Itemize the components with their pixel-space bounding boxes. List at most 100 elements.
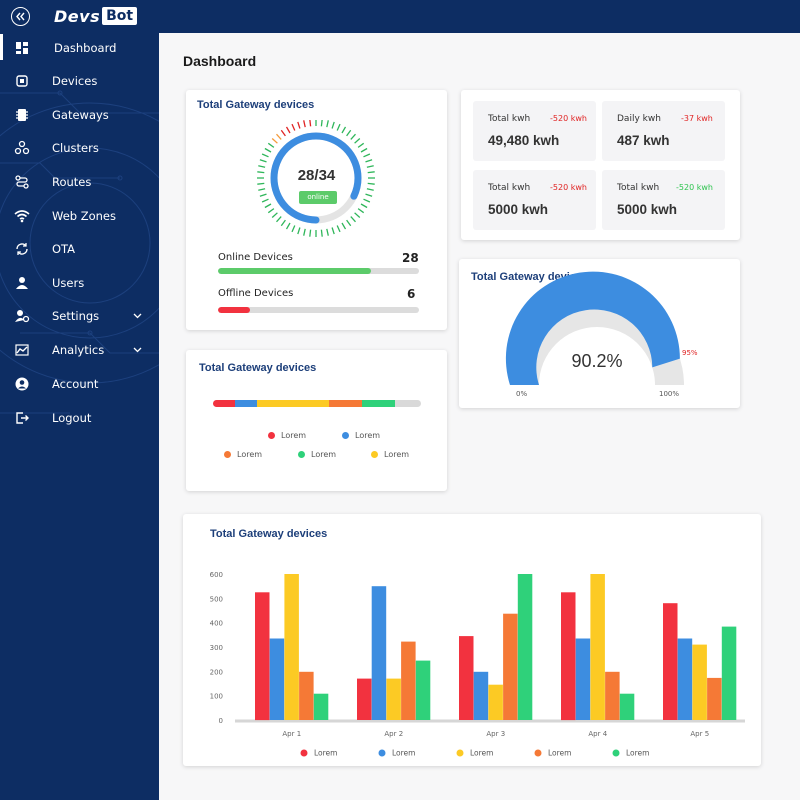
ring-tick	[366, 188, 374, 191]
segment	[329, 400, 362, 407]
sidebar-item-ota[interactable]: OTA	[0, 234, 159, 264]
legend-label: Lorem	[237, 450, 263, 459]
legend-dot	[300, 749, 308, 757]
sidebar-item-label: Clusters	[52, 141, 99, 155]
bar-5-apr-5	[721, 626, 737, 720]
ring-tick	[341, 126, 347, 134]
app-logo[interactable]: Devs Bot	[54, 6, 138, 26]
ring-tick	[366, 165, 374, 168]
bar-chart-title: Total Gateway devices	[210, 528, 328, 540]
legend-label: Lorem	[548, 749, 571, 758]
chevron-down-icon[interactable]	[133, 345, 142, 354]
legend-dot	[224, 451, 231, 458]
ring-tick	[336, 123, 341, 131]
top-bar: Devs Bot	[0, 0, 800, 33]
sidebar-item-label: OTA	[52, 242, 76, 256]
bar-1-apr-4	[561, 592, 576, 721]
stat-delta: -520 kwh	[676, 183, 713, 192]
sidebar-item-users[interactable]: Users	[0, 268, 159, 298]
ring-tick	[257, 182, 265, 185]
segment	[213, 400, 235, 407]
ring-tick	[291, 123, 296, 131]
gateway-devices-card: Total Gateway devices 28/34 online Onlin…	[186, 90, 447, 330]
legend-dot	[612, 749, 620, 757]
x-tick-label: Apr 3	[486, 730, 505, 738]
ring-tick	[267, 208, 275, 214]
segment	[256, 400, 330, 407]
ring-tick	[341, 222, 347, 230]
ring-tick	[357, 142, 365, 148]
offline-devices-value: 6	[407, 287, 416, 301]
ring-tick	[354, 212, 361, 218]
ring-tick	[357, 208, 365, 214]
legend-dot	[378, 749, 386, 757]
bar-1-apr-2	[357, 678, 372, 720]
segment-legend-item: Lorem	[342, 431, 380, 440]
x-tick-label: Apr 1	[282, 730, 301, 738]
stat-value: 5000 kwh	[617, 202, 678, 217]
y-tick-label: 200	[210, 668, 223, 676]
sidebar-item-account[interactable]: Account	[0, 369, 159, 399]
collapse-sidebar-icon[interactable]	[11, 7, 30, 26]
segment-bar-card: Total Gateway devices Lorem Lorem Lorem Lor…	[186, 350, 447, 491]
legend-label: Lorem	[311, 450, 337, 459]
bar-chart-card: Total Gateway devices 0 100 200 300 400 500 60…	[183, 514, 761, 766]
legend-dot	[534, 749, 542, 757]
ring-tick	[326, 228, 329, 236]
bar-chart: 0 100 200 300 400 500 600 Apr 1 Apr 2 Apr 3 Apr 4 A…	[210, 571, 745, 758]
gauge-value: 90.2%	[571, 351, 623, 371]
ring-tick	[350, 133, 356, 140]
segment-legend-item: Lorem	[298, 450, 336, 459]
gauge-max-label: 100%	[659, 390, 680, 398]
segment-legend-item: Lorem	[268, 431, 306, 440]
chevron-down-icon[interactable]	[133, 311, 142, 320]
sidebar-item-routes[interactable]: Routes	[0, 167, 159, 197]
bar-4-apr-5	[707, 677, 722, 720]
stat-delta: -520 kwh	[550, 114, 587, 123]
sidebar-item-logout[interactable]: Logout	[0, 403, 159, 433]
ring-tick	[331, 227, 335, 235]
sidebar-item-label: Devices	[52, 74, 98, 88]
sidebar-item-label: Users	[52, 276, 85, 290]
legend-label: Lorem	[392, 749, 415, 758]
online-devices-label: Online Devices	[218, 252, 293, 263]
ring-tick	[258, 165, 266, 168]
online-devices-bar-fill	[218, 268, 371, 274]
legend-label: Lorem	[384, 450, 410, 459]
segment-legend-item: Lorem	[371, 450, 409, 459]
sidebar-item-label: Routes	[52, 175, 92, 189]
ring-tick	[365, 193, 373, 197]
gateway-count: 28/34	[297, 167, 336, 184]
sidebar-item-clusters[interactable]: Clusters	[0, 133, 159, 163]
logout-icon	[16, 412, 29, 424]
settings-icon	[15, 310, 30, 323]
sidebar-item-label: Gateways	[52, 108, 109, 122]
stat-value: 5000 kwh	[488, 202, 549, 217]
ring-tick	[259, 193, 267, 197]
legend-label: Lorem	[470, 749, 493, 758]
gateway-ring-chart	[257, 120, 375, 237]
sidebar-item-web-zones[interactable]: Web Zones	[0, 201, 159, 231]
gauge-card: Total Gateway devices 90.2% 95% 0% 100%	[459, 259, 740, 408]
ring-tick	[309, 120, 312, 127]
legend-label: Lorem	[314, 749, 337, 758]
kwh-stats-card: Total kwh -520 kwh 49,480 kwh Daily kwh -37 …	[461, 90, 740, 240]
ring-tick	[354, 138, 361, 144]
sidebar-item-label: Logout	[52, 411, 92, 425]
sidebar-item-settings[interactable]: Settings	[0, 301, 159, 331]
online-status-badge: online	[299, 191, 337, 204]
segment-legend-item: Lorem	[224, 450, 262, 459]
ring-tick	[360, 203, 368, 209]
legend-label: Lorem	[281, 431, 307, 440]
legend-dot	[456, 749, 464, 757]
ring-tick	[350, 216, 356, 223]
bar-4-apr-3	[503, 613, 518, 720]
sidebar-item-analytics[interactable]: Analytics	[0, 335, 159, 365]
ota-icon	[16, 243, 28, 255]
sidebar-item-devices[interactable]: Devices	[0, 66, 159, 96]
legend-dot	[298, 451, 305, 458]
sidebar-item-dashboard[interactable]: Dashboard	[0, 33, 159, 63]
sidebar-item-gateways[interactable]: Gateways	[0, 100, 159, 130]
ring-tick	[326, 120, 329, 128]
stat-value: 487 kwh	[617, 133, 670, 148]
